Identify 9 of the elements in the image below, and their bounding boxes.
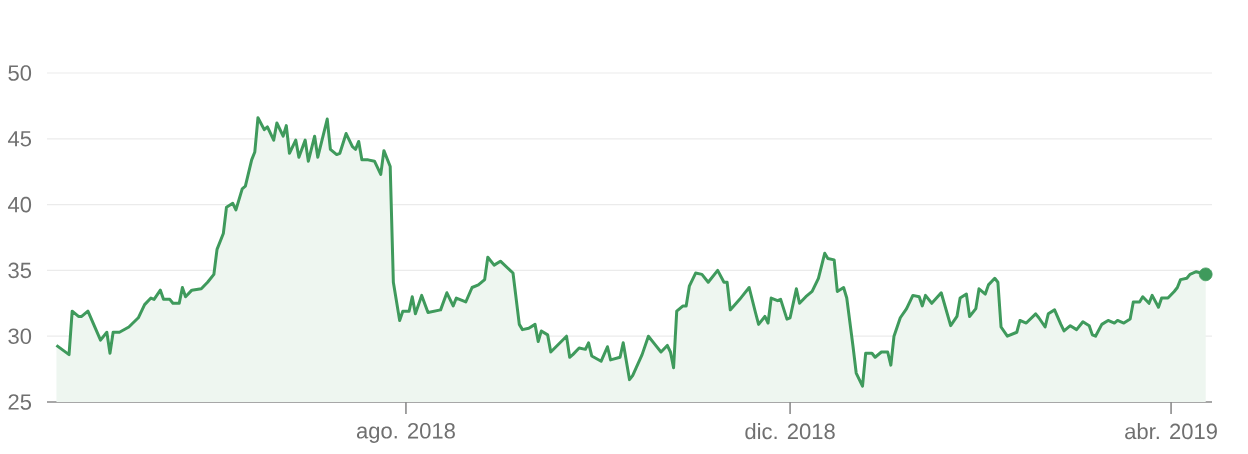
x-tick-label: dic. 2018 <box>745 423 835 440</box>
y-tick-label: 30 <box>8 328 32 344</box>
y-tick-label: 50 <box>8 65 32 81</box>
y-tick-label: 40 <box>7 196 32 213</box>
x-tick-label: ago. 2018 <box>356 423 455 443</box>
y-tick-label: 35 <box>8 262 32 279</box>
y-tick-label: 25 <box>8 394 32 410</box>
x-tick-label: abr. 2019 <box>1125 423 1217 440</box>
y-tick-label: 45 <box>7 131 32 147</box>
